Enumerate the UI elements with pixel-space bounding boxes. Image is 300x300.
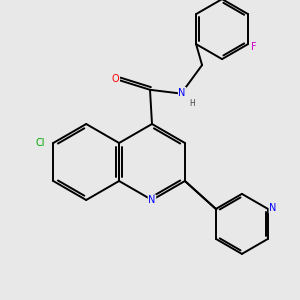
Text: H: H [189, 99, 195, 108]
Text: N: N [148, 195, 156, 205]
Text: Cl: Cl [35, 138, 45, 148]
Text: N: N [178, 88, 186, 98]
Text: F: F [251, 42, 257, 52]
Text: N: N [269, 203, 277, 213]
Text: O: O [112, 74, 119, 84]
